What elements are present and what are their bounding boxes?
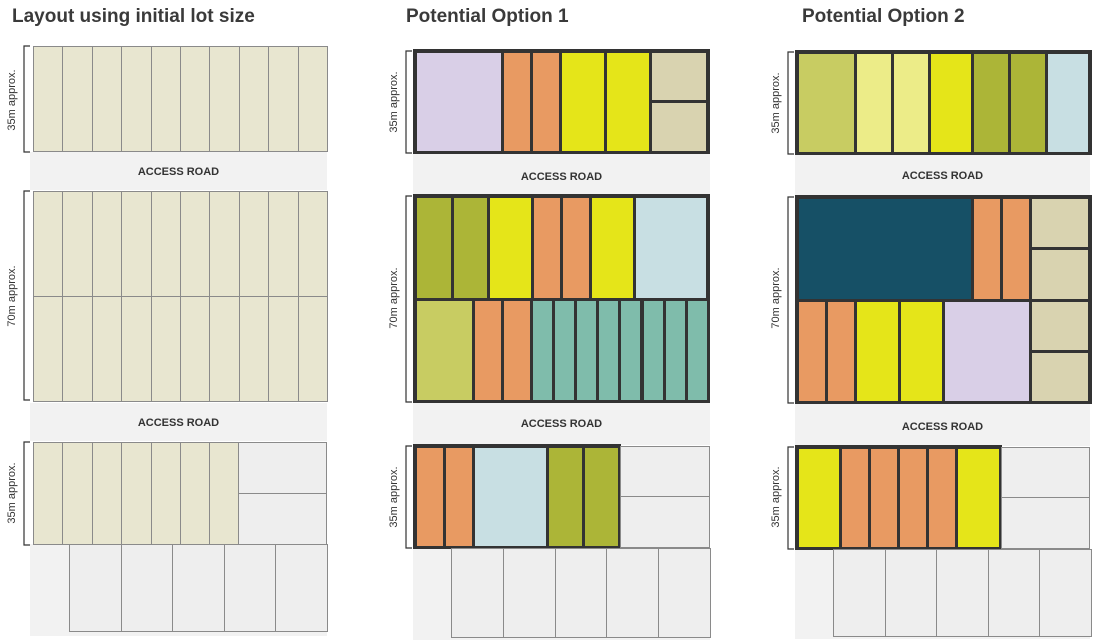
lot-cream bbox=[91, 191, 123, 297]
lot-yellow bbox=[797, 447, 841, 549]
lot-lime bbox=[797, 52, 856, 154]
access-road-label: ACCESS ROAD bbox=[901, 421, 984, 433]
lot-lime bbox=[415, 299, 474, 402]
dimension-label-large: 70m approx. bbox=[388, 267, 400, 329]
dimension-label-small: 35m approx. bbox=[770, 72, 782, 134]
lot-cream bbox=[209, 46, 240, 152]
access-road-label: ACCESS ROAD bbox=[520, 171, 603, 183]
lot-cream bbox=[180, 296, 211, 402]
lot-orange bbox=[797, 300, 827, 403]
lot-cream bbox=[150, 46, 181, 152]
lot-cream bbox=[238, 46, 270, 152]
lot-empty bbox=[1001, 497, 1090, 549]
dimension-label-large: 70m approx. bbox=[770, 267, 782, 329]
dimension-bracket bbox=[405, 50, 412, 154]
lot-empty bbox=[451, 548, 504, 638]
lot-cream bbox=[268, 46, 299, 152]
title-initial-layout: Layout using initial lot size bbox=[12, 6, 255, 27]
lot-empty bbox=[936, 549, 989, 637]
lot-empty bbox=[620, 496, 710, 548]
lot-orange bbox=[444, 446, 474, 548]
access-road-label: ACCESS ROAD bbox=[137, 417, 220, 429]
access-road-initial-1: ACCESS ROAD bbox=[30, 152, 327, 190]
lot-empty bbox=[554, 548, 608, 638]
lot-cream bbox=[121, 46, 152, 152]
lot-cream bbox=[150, 442, 181, 545]
dimension-bracket bbox=[23, 190, 30, 401]
lot-cream bbox=[297, 46, 328, 152]
dimension-bracket bbox=[23, 441, 30, 546]
block-outline bbox=[413, 194, 710, 403]
access-road-option1-2: ACCESS ROAD bbox=[413, 403, 710, 445]
lot-empty bbox=[223, 544, 277, 632]
access-road-initial-2: ACCESS ROAD bbox=[30, 403, 327, 441]
dimension-bracket bbox=[787, 51, 794, 155]
access-road-label: ACCESS ROAD bbox=[520, 418, 603, 430]
dimension-label-small: 35m approx. bbox=[6, 462, 18, 524]
lot-light-blue bbox=[634, 196, 708, 300]
lot-empty bbox=[987, 549, 1041, 637]
lot-tan bbox=[650, 51, 708, 102]
access-road-label: ACCESS ROAD bbox=[901, 170, 984, 182]
block-outline bbox=[795, 195, 1092, 404]
lot-yellow bbox=[899, 300, 944, 403]
lot-cream bbox=[121, 191, 152, 297]
lot-tan bbox=[650, 101, 708, 153]
lot-tan bbox=[1030, 197, 1090, 249]
lot-empty bbox=[120, 544, 174, 632]
lot-light-blue bbox=[1046, 52, 1090, 154]
dimension-label-small: 35m approx. bbox=[6, 69, 18, 131]
block-outline bbox=[413, 49, 710, 154]
dimension-label-small: 35m approx. bbox=[388, 71, 400, 133]
lot-empty bbox=[238, 493, 327, 545]
lot-cream bbox=[180, 46, 211, 152]
access-road-option2-2: ACCESS ROAD bbox=[795, 404, 1090, 446]
lot-olive bbox=[1009, 52, 1047, 154]
lot-cream bbox=[238, 296, 270, 402]
access-road-option1-1: ACCESS ROAD bbox=[413, 153, 710, 195]
lot-cream bbox=[33, 296, 64, 402]
title-option-1: Potential Option 1 bbox=[406, 6, 569, 27]
lot-cream bbox=[297, 296, 328, 402]
access-road-label: ACCESS ROAD bbox=[137, 166, 220, 178]
dimension-bracket bbox=[787, 196, 794, 404]
lot-light-blue bbox=[473, 446, 548, 548]
block-outline bbox=[795, 50, 1092, 155]
dimension-bracket bbox=[787, 446, 794, 550]
lot-yellow bbox=[560, 51, 606, 153]
lot-empty bbox=[1039, 549, 1092, 637]
lot-cream bbox=[62, 46, 93, 152]
lot-empty bbox=[1001, 447, 1090, 498]
dimension-bracket bbox=[405, 195, 412, 403]
lot-olive bbox=[415, 196, 453, 300]
dimension-bracket bbox=[23, 45, 30, 153]
lot-cream bbox=[209, 191, 240, 297]
dimension-bracket bbox=[405, 445, 412, 549]
lot-orange bbox=[415, 446, 445, 548]
lot-cream bbox=[62, 296, 93, 402]
lot-tan bbox=[1030, 351, 1090, 403]
lot-navy bbox=[797, 197, 973, 301]
access-road-option2-1: ACCESS ROAD bbox=[795, 155, 1090, 195]
lot-empty bbox=[275, 544, 328, 632]
lot-cream bbox=[297, 191, 328, 297]
lot-empty bbox=[833, 549, 886, 637]
title-option-2: Potential Option 2 bbox=[802, 6, 965, 27]
lot-cream bbox=[121, 442, 152, 545]
lot-empty bbox=[658, 548, 711, 638]
lot-empty bbox=[606, 548, 660, 638]
dimension-label-small: 35m approx. bbox=[388, 466, 400, 528]
lot-tan bbox=[1030, 300, 1090, 352]
lot-lavender bbox=[415, 51, 503, 153]
dimension-label-small: 35m approx. bbox=[770, 466, 782, 528]
dimension-label-large: 70m approx. bbox=[6, 265, 18, 327]
